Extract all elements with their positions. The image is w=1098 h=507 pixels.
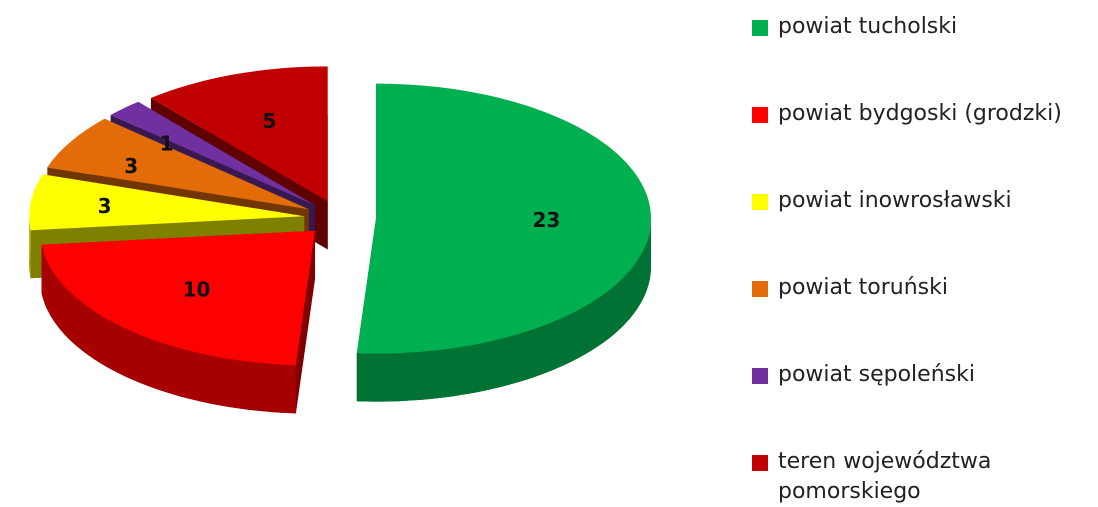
legend: powiat tucholski powiat bydgoski (grodzki… [752,8,1098,507]
legend-item: teren województwa pomorskiego [752,443,1098,507]
slice [29,174,305,231]
legend-item: powiat inowrosławski [752,182,1098,269]
data-label: 5 [262,109,276,133]
data-label: 1 [160,132,174,156]
legend-label: powiat tucholski [778,14,958,39]
slice [110,101,315,206]
legend-swatch [752,368,768,384]
legend-label: powiat inowrosławski [778,188,1012,213]
data-label: 3 [124,154,138,178]
legend-label: powiat bydgoski (grodzki) [778,101,1062,126]
legend-item: powiat tucholski [752,8,1098,95]
legend-item: powiat toruński [752,269,1098,356]
data-label: 23 [532,208,560,232]
legend-swatch [752,281,768,297]
legend-item: powiat bydgoski (grodzki) [752,95,1098,182]
legend-swatch [752,194,768,210]
data-label: 3 [98,194,112,218]
slice [41,230,315,366]
legend-label: teren województwa pomorskiego [778,449,992,504]
slice-wall [29,216,31,279]
slice-group [356,83,651,402]
legend-item: powiat sępoleński [752,356,1098,443]
legend-swatch [752,107,768,123]
slice-wall [41,244,296,414]
legend-swatch [752,20,768,36]
slice [150,66,328,202]
legend-label: powiat sępoleński [778,362,975,387]
legend-label: powiat toruński [778,275,948,300]
slice-wall [356,218,651,402]
slice [356,83,651,354]
slice [47,118,309,210]
legend-swatch [752,455,768,471]
data-label: 10 [183,277,211,301]
slice-group [41,230,315,414]
